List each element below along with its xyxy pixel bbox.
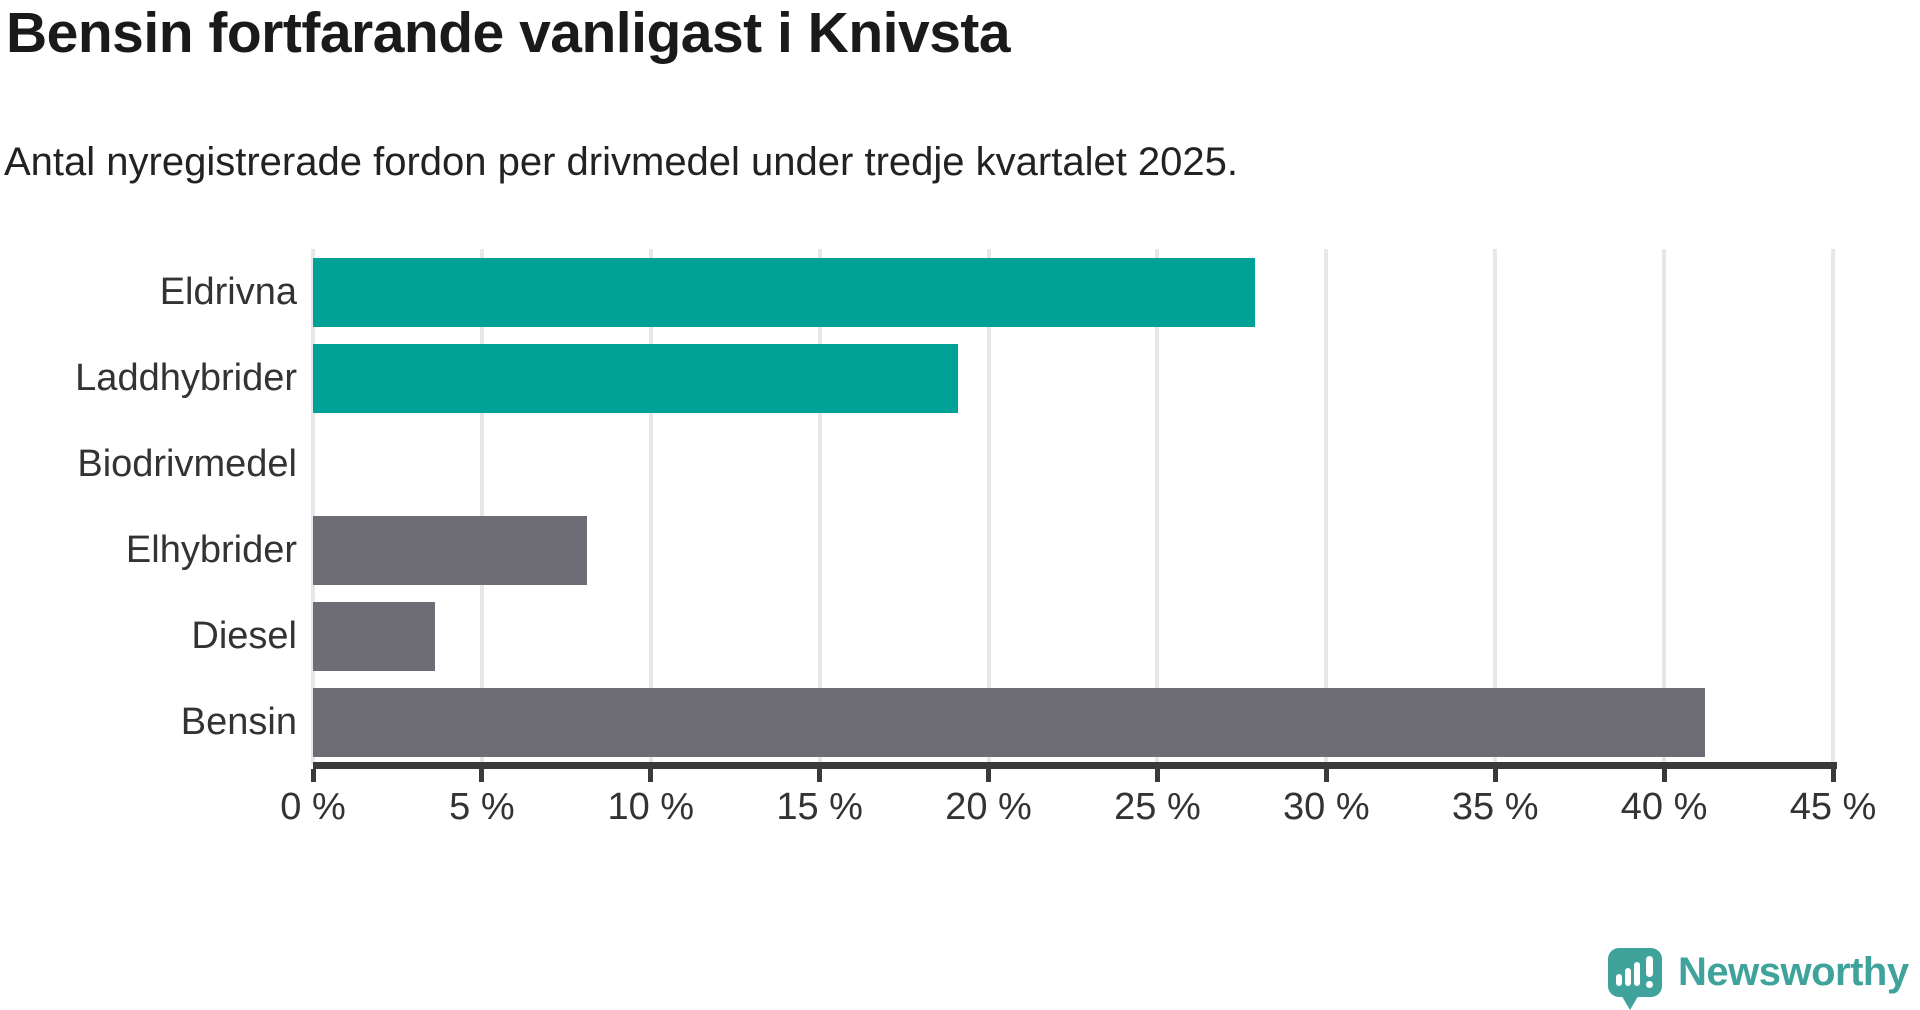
gridline-25: [1155, 249, 1160, 765]
category-label-biodrivmedel: Biodrivmedel: [77, 442, 297, 485]
x-axis-tick-45: [1830, 769, 1836, 782]
category-labels: Eldrivna Laddhybrider Biodrivmedel Elhybrid…: [0, 249, 297, 765]
gridline-45: [1831, 249, 1835, 765]
x-axis-tick-label-15: 15 %: [776, 786, 863, 828]
x-axis-tick-label-10: 10 %: [607, 786, 695, 828]
x-axis-tick-0: [310, 769, 316, 782]
bar-diesel: [313, 601, 435, 671]
gridline-15: [817, 249, 822, 765]
category-label-elhybrider: Elhybrider: [125, 528, 297, 571]
x-axis-tick-label-35: 35 %: [1451, 786, 1539, 828]
gridline-0: [311, 249, 315, 765]
x-axis-tick-40: [1661, 769, 1667, 782]
bar-laddhybrider: [313, 343, 959, 413]
x-axis-tick-10: [648, 769, 654, 782]
gridline-20: [986, 249, 991, 765]
x-axis-tick-label-20: 20 %: [945, 786, 1032, 828]
newsworthy-logo: Newsworthy: [1608, 948, 1909, 1010]
gridline-35: [1493, 249, 1498, 765]
x-axis-tick-30: [1323, 769, 1329, 782]
category-label-laddhybrider: Laddhybrider: [75, 356, 297, 399]
chart-title: Bensin fortfarande vanligast i Knivsta: [6, 1, 1011, 65]
x-axis-line: [313, 762, 1837, 769]
x-axis-tick-label-0: 0 %: [280, 786, 346, 828]
plot-area: [311, 249, 1835, 765]
gridline-10: [648, 249, 653, 765]
x-axis-tick-15: [817, 769, 823, 782]
x-axis-tick-35: [1492, 769, 1498, 782]
category-label-bensin: Bensin: [180, 700, 297, 743]
x-axis-tick-20: [986, 769, 992, 782]
newsworthy-brand-text: Newsworthy: [1678, 950, 1909, 994]
x-axis-tick-label-5: 5 %: [449, 786, 515, 828]
x-axis-tick-label-25: 25 %: [1114, 786, 1201, 828]
bar-elhybrider: [313, 515, 587, 585]
gridline-5: [479, 249, 484, 765]
gridline-40: [1662, 249, 1667, 765]
bar-eldrivna: [313, 257, 1256, 327]
gridline-30: [1324, 249, 1329, 765]
x-axis-tick-5: [479, 769, 485, 782]
category-label-diesel: Diesel: [191, 614, 297, 657]
x-axis-tick-label-45: 45 %: [1789, 786, 1877, 828]
x-axis-tick-label-40: 40 %: [1620, 786, 1708, 828]
category-label-eldrivna: Eldrivna: [159, 270, 297, 313]
chart-subtitle: Antal nyregistrerade fordon per drivmede…: [4, 140, 1239, 184]
x-axis-tick-label-30: 30 %: [1283, 786, 1370, 828]
bar-bensin: [313, 687, 1705, 757]
x-axis-tick-25: [1154, 769, 1160, 782]
newsworthy-logo-icon: [1608, 948, 1662, 1010]
